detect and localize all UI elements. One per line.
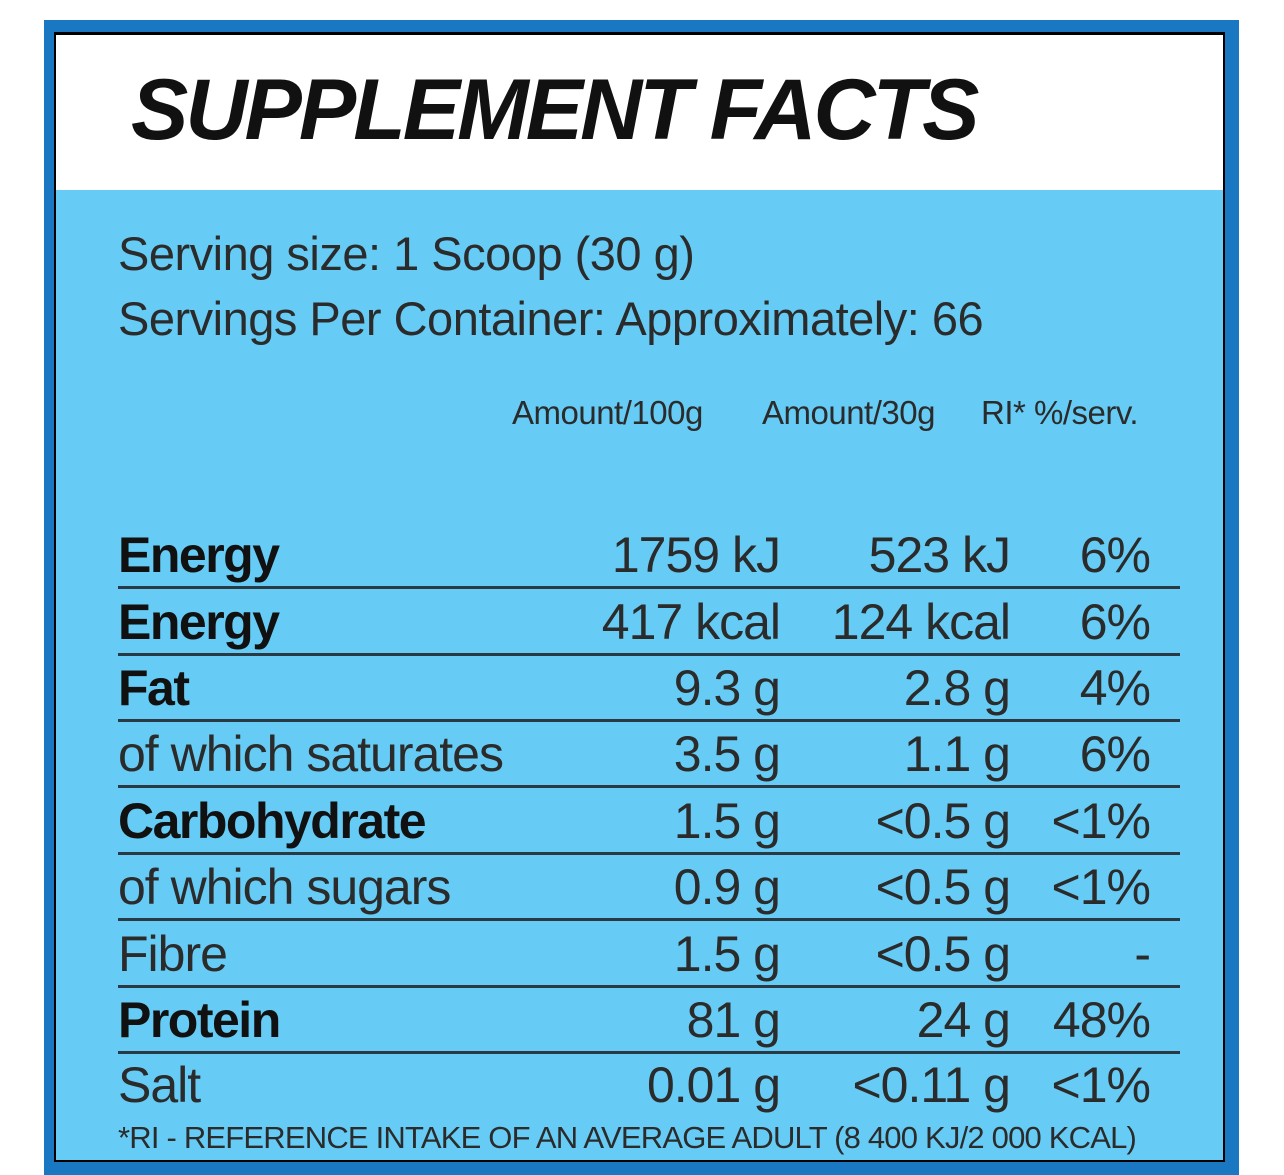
row-label: Salt [118,1057,201,1113]
value-per-100g: 417 kcal [601,594,781,650]
row-label: of which saturates [118,726,504,782]
row-label: Energy [118,594,280,650]
supplement-facts-panel: SUPPLEMENT FACTS Serving size: 1 Scoop (… [54,32,1225,1162]
table-row: Fibre 1.5 g <0.5 g - [118,919,1180,988]
value-per-100g: 1759 kJ [611,527,781,583]
value-per-100g: 9.3 g [673,660,781,716]
value-per-100g: 1.5 g [673,793,781,849]
value-ri: 48% [1052,992,1151,1048]
column-header-per-30g: Amount/30g [762,394,935,431]
label-frame: SUPPLEMENT FACTS Serving size: 1 Scoop (… [44,20,1239,1175]
value-per-100g: 1.5 g [673,926,781,982]
value-per-30g: 2.8 g [903,660,1011,716]
value-ri: <1% [1051,793,1151,849]
value-per-30g: <0.5 g [875,793,1011,849]
value-ri: 4% [1079,660,1151,716]
servings-per-container: Servings Per Container: Approximately: 6… [118,292,984,345]
row-label: Energy [118,527,280,583]
column-header-per-100g: Amount/100g [512,394,703,431]
table-row: Carbohydrate 1.5 g <0.5 g <1% [118,786,1180,855]
value-per-30g: 24 g [916,992,1011,1048]
value-per-30g: <0.5 g [875,926,1011,982]
row-label: Carbohydrate [118,793,427,849]
table-row: Protein 81 g 24 g 48% [118,985,1180,1054]
table-row: Fat 9.3 g 2.8 g 4% [118,653,1180,722]
table-row: Energy 417 kcal 124 kcal 6% [118,587,1180,656]
value-ri: <1% [1051,859,1151,915]
value-per-100g: 0.01 g [646,1057,781,1113]
value-ri: <1% [1051,1057,1151,1113]
value-ri: 6% [1079,527,1151,583]
table-row: of which saturates 3.5 g 1.1 g 6% [118,719,1180,788]
table-row: Energy 1759 kJ 523 kJ 6% [118,520,1180,589]
value-per-30g: 1.1 g [903,726,1011,782]
value-ri: 6% [1079,726,1151,782]
value-per-30g: <0.5 g [875,859,1011,915]
table-row: of which sugars 0.9 g <0.5 g <1% [118,852,1180,921]
value-per-100g: 81 g [686,992,781,1048]
row-label: of which sugars [118,859,451,915]
value-per-100g: 3.5 g [673,726,781,782]
row-label: Fibre [118,926,228,982]
reference-intake-footnote: *RI - REFERENCE INTAKE OF AN AVERAGE ADU… [118,1120,1137,1155]
value-per-30g: 124 kcal [831,594,1011,650]
serving-size: Serving size: 1 Scoop (30 g) [118,227,695,280]
value-ri: 6% [1079,594,1151,650]
value-per-30g: <0.11 g [852,1057,1011,1113]
table-row: Salt 0.01 g <0.11 g <1% [118,1052,1180,1116]
page-title: SUPPLEMENT FACTS [131,62,980,158]
row-label: Protein [118,992,281,1048]
value-per-100g: 0.9 g [673,859,781,915]
column-header-ri: RI* %/serv. [981,394,1139,431]
facts-body: Serving size: 1 Scoop (30 g) Servings Pe… [56,190,1223,1160]
row-label: Fat [118,660,190,716]
header-band: SUPPLEMENT FACTS [56,35,1223,190]
value-ri: - [1134,926,1151,982]
value-per-30g: 523 kJ [868,527,1011,583]
